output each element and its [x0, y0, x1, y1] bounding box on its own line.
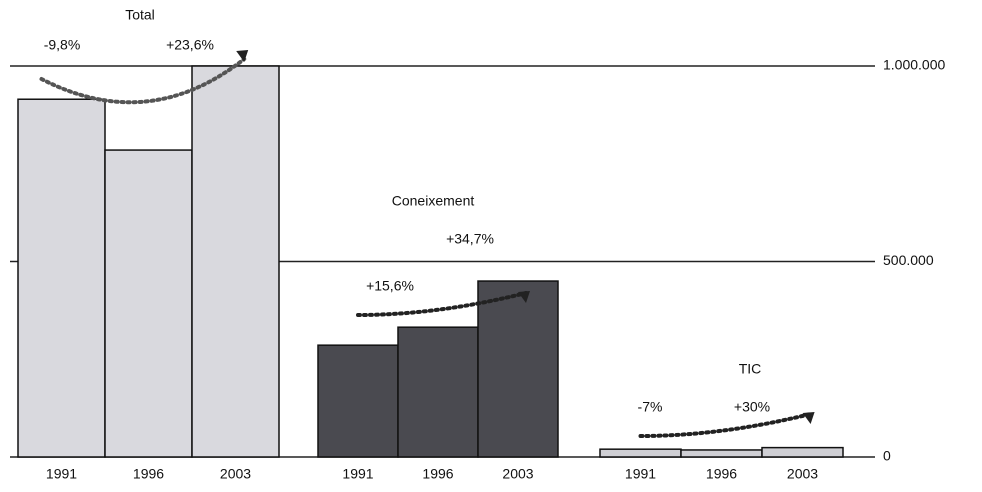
bar — [600, 449, 681, 457]
bar — [18, 99, 105, 457]
x-tick-label: 1991 — [342, 466, 373, 482]
y-tick-label: 1.000.000 — [883, 57, 945, 73]
group-label: Total — [125, 7, 155, 23]
change-label: +34,7% — [446, 231, 494, 247]
x-tick-label: 2003 — [220, 466, 251, 482]
change-label: -9,8% — [44, 37, 81, 53]
x-tick-label: 2003 — [502, 466, 533, 482]
bar — [762, 448, 843, 457]
group-label: Coneixement — [392, 193, 475, 209]
group-label: TIC — [739, 361, 762, 377]
change-label: +30% — [734, 399, 770, 415]
x-tick-label: 2003 — [787, 466, 818, 482]
bar — [478, 281, 558, 457]
trend-arrow — [641, 414, 811, 436]
arrow-head — [803, 412, 815, 424]
x-tick-label: 1996 — [133, 466, 164, 482]
bar — [398, 327, 478, 457]
bar — [681, 450, 762, 457]
change-label: +15,6% — [366, 278, 414, 294]
bar — [192, 66, 279, 457]
x-tick-label: 1996 — [422, 466, 453, 482]
bar — [105, 150, 192, 457]
y-tick-label: 500.000 — [883, 252, 934, 268]
x-tick-label: 1991 — [625, 466, 656, 482]
change-label: +23,6% — [166, 37, 214, 53]
y-tick-label: 0 — [883, 448, 891, 464]
change-label: -7% — [638, 399, 663, 415]
chart: 0 500.000 1.000.000 1991 1996 2003 Total -9,8% +… — [0, 0, 982, 487]
x-tick-label: 1991 — [46, 466, 77, 482]
bar — [318, 345, 398, 457]
x-tick-label: 1996 — [706, 466, 737, 482]
